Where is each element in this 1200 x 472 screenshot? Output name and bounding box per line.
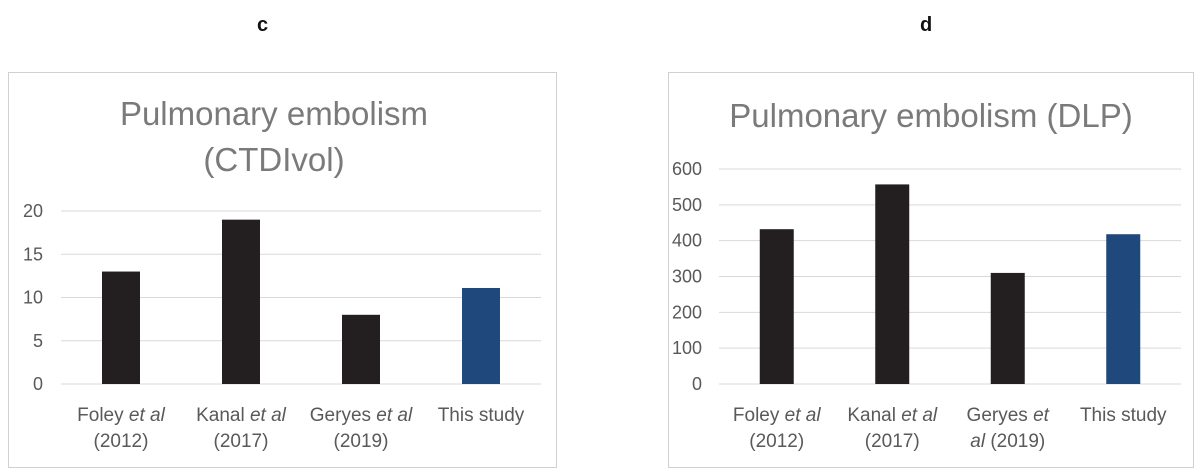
- chart-c-frame: Pulmonary embolism (CTDIvol) 0 5 10 15 20 Foley…: [8, 72, 557, 468]
- x-category-label: Foley et al: [77, 405, 165, 426]
- y-tick-label: 100: [672, 338, 702, 358]
- bar: [222, 219, 260, 384]
- y-tick-label: 0: [33, 374, 43, 394]
- x-category-label-line2: (2017): [214, 431, 269, 452]
- x-category-label: Kanal et al: [196, 405, 287, 426]
- y-tick-label: 500: [672, 195, 702, 215]
- panel-label-c: c: [257, 14, 269, 36]
- x-category-label: This study: [1080, 405, 1167, 426]
- x-category-label: Kanal et al: [847, 405, 938, 426]
- chart-c-ctdivol: Pulmonary embolism (CTDIvol) 0 5 10 15 20 Foley…: [23, 95, 541, 452]
- y-tick-label: 0: [692, 374, 702, 394]
- y-tick-label: 5: [33, 331, 43, 351]
- x-category-label: This study: [438, 405, 525, 426]
- x-category-label: Geryes et: [967, 405, 1050, 426]
- x-category-label: Foley et al: [733, 405, 821, 426]
- x-category-label-line2: al (2019): [970, 431, 1045, 452]
- bar: [759, 229, 794, 384]
- y-tick-label: 10: [23, 288, 43, 308]
- bar: [875, 184, 910, 384]
- x-category-label-line2: (2012): [94, 431, 149, 452]
- bar: [342, 314, 380, 384]
- y-tick-label: 20: [23, 201, 43, 221]
- bar: [1106, 234, 1141, 384]
- chart-title-line: Pulmonary embolism (DLP): [729, 97, 1132, 134]
- bar: [102, 271, 140, 384]
- panel-label-d: d: [920, 14, 933, 36]
- x-category-label-line2: (2012): [749, 431, 804, 452]
- y-tick-label: 200: [672, 302, 702, 322]
- chart-title-line: (CTDIvol): [203, 141, 344, 178]
- bar: [990, 272, 1025, 384]
- y-tick-label: 600: [672, 159, 702, 179]
- y-tick-label: 15: [23, 244, 43, 264]
- x-category-label-line2: (2017): [865, 431, 920, 452]
- chart-d-dlp: Pulmonary embolism (DLP) 0 100 200 300 400 500…: [672, 97, 1181, 452]
- x-category-label-line2: (2019): [334, 431, 389, 452]
- y-tick-label: 400: [672, 231, 702, 251]
- x-category-label: Geryes et al: [310, 405, 413, 426]
- chart-d-frame: Pulmonary embolism (DLP) 0 100 200 300 400 500…: [668, 72, 1194, 468]
- y-tick-label: 300: [672, 267, 702, 287]
- chart-title-line: Pulmonary embolism: [120, 95, 428, 132]
- bar: [462, 287, 500, 384]
